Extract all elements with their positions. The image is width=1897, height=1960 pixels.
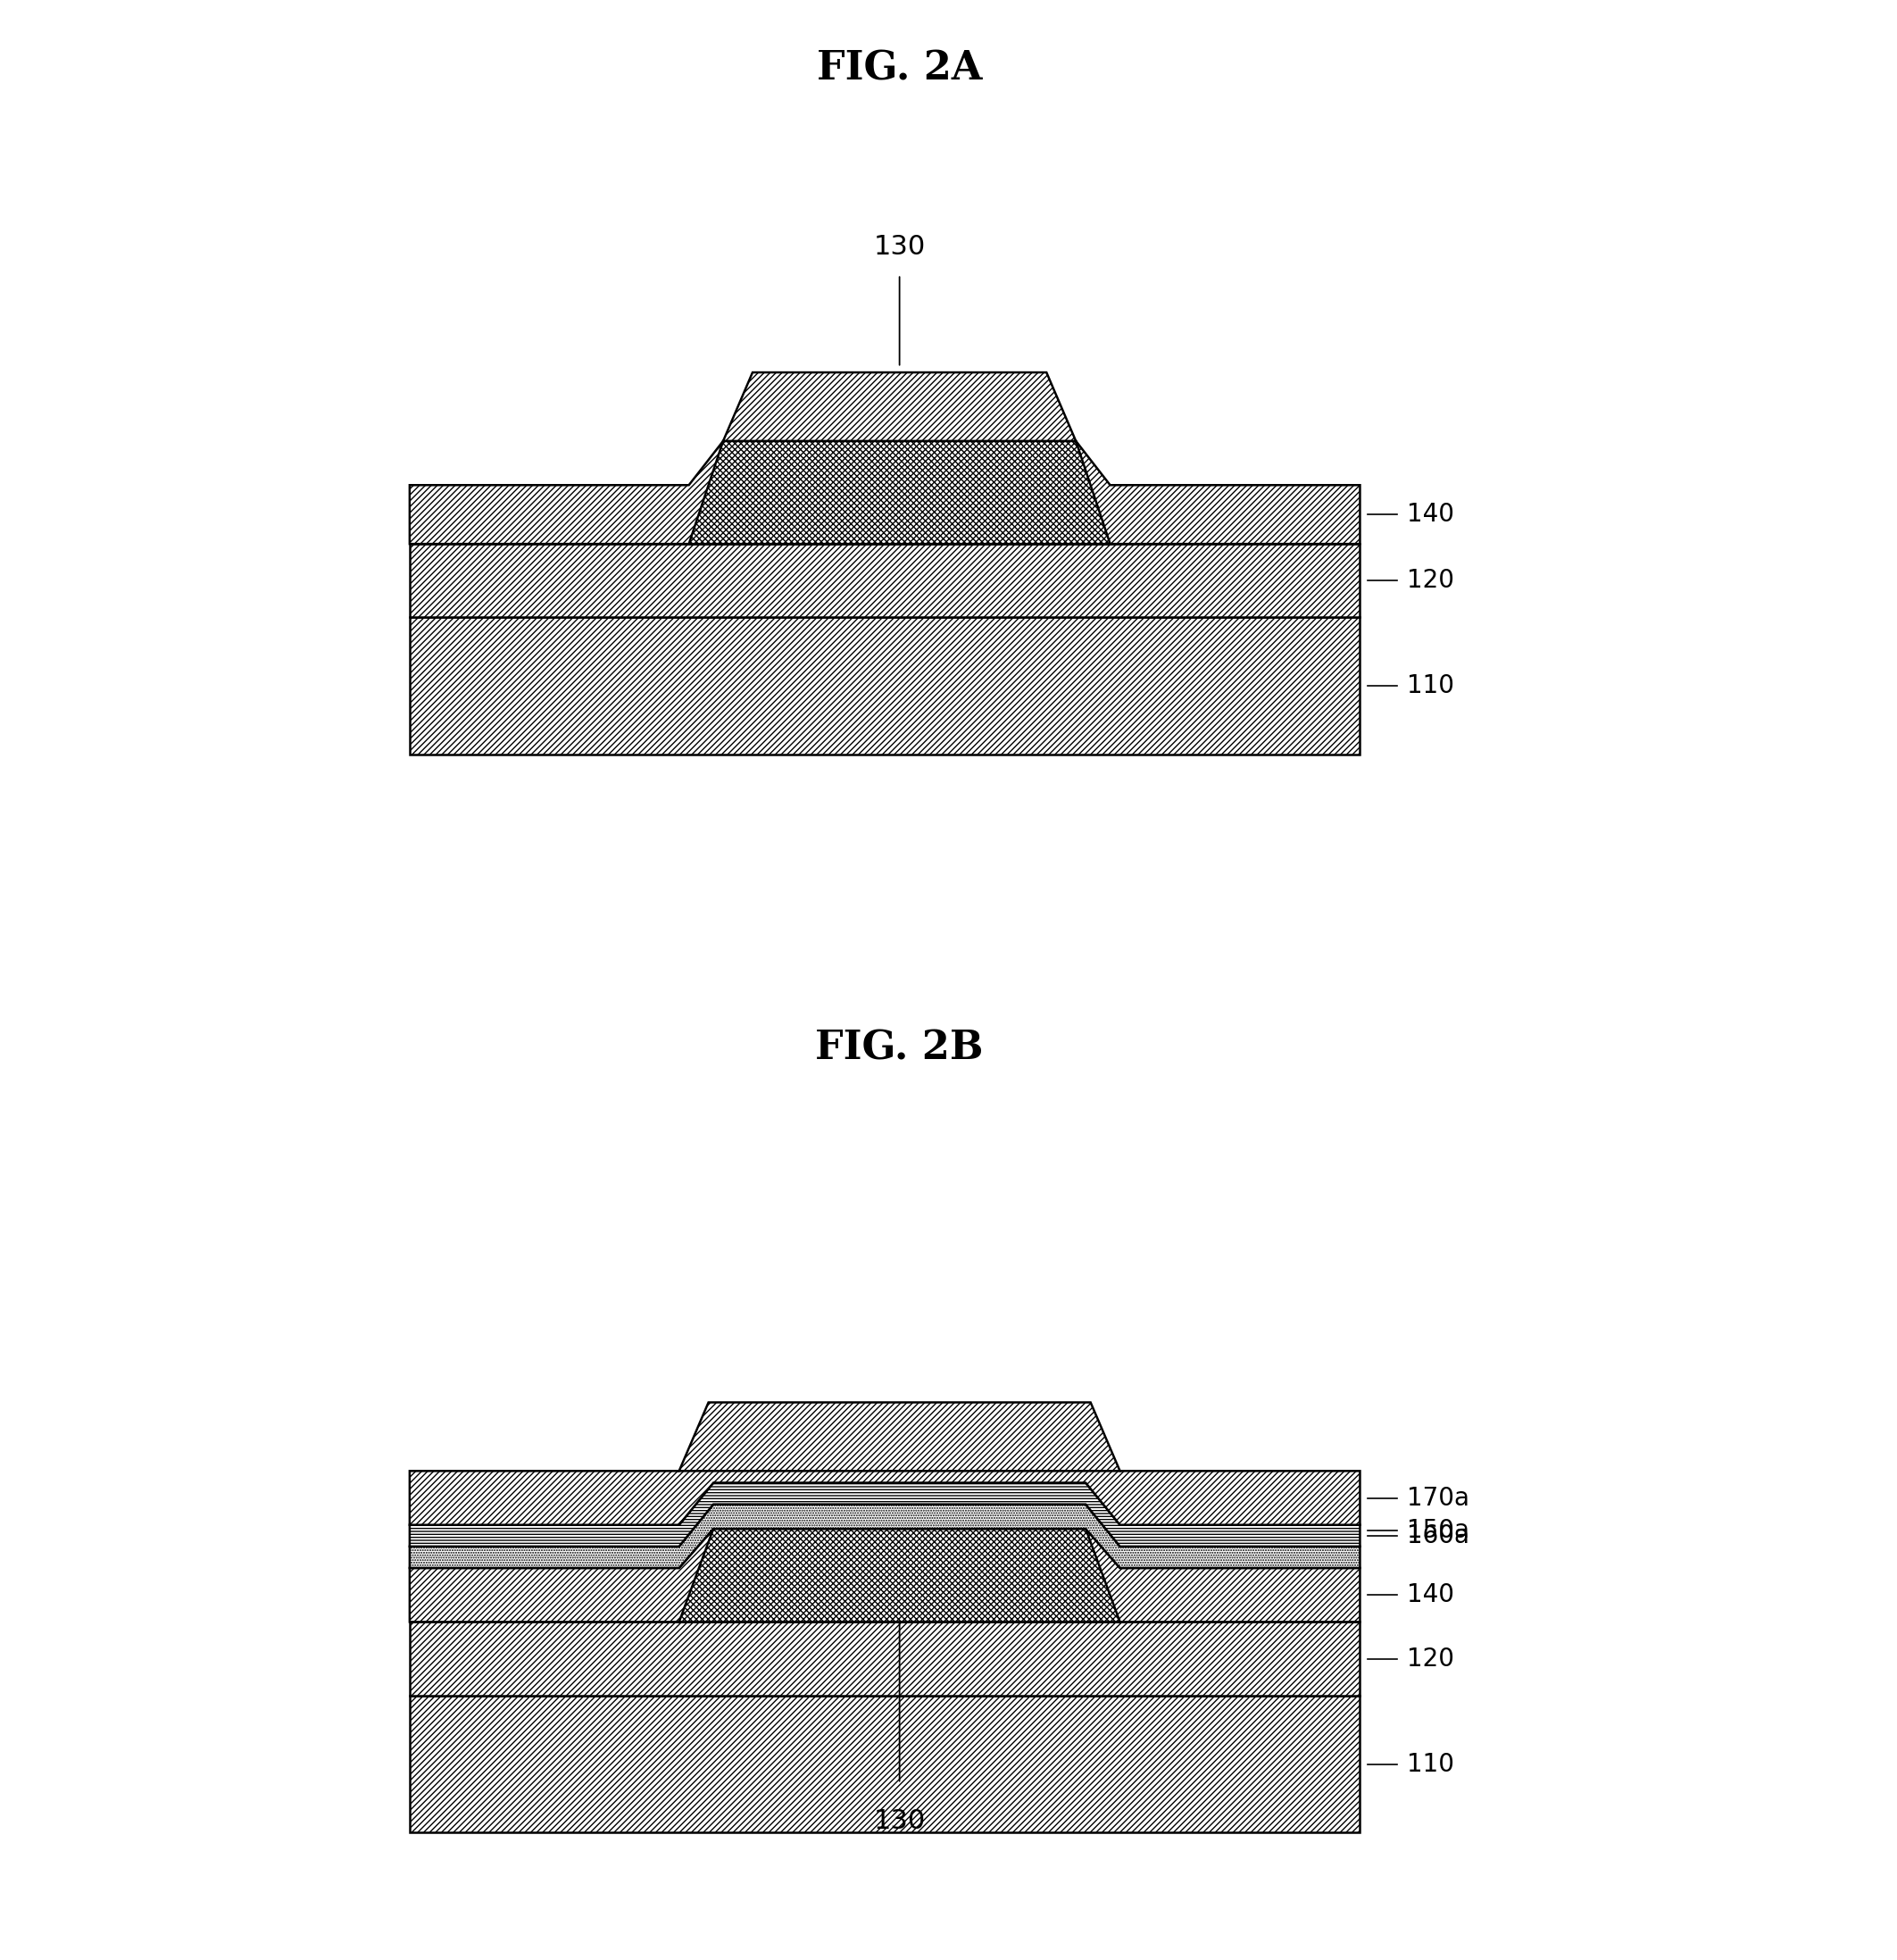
Polygon shape <box>410 441 1360 543</box>
Polygon shape <box>410 1695 1360 1833</box>
Text: 170a: 170a <box>1408 1486 1470 1511</box>
Polygon shape <box>410 1529 1360 1621</box>
Polygon shape <box>410 1429 1360 1525</box>
Text: 120: 120 <box>1408 568 1455 594</box>
Polygon shape <box>410 1621 1360 1695</box>
Polygon shape <box>410 543 1360 617</box>
Text: 160a: 160a <box>1408 1523 1470 1548</box>
Text: 150a: 150a <box>1408 1519 1470 1543</box>
Text: 110: 110 <box>1408 1752 1455 1776</box>
Text: FIG. 2A: FIG. 2A <box>818 49 983 88</box>
Polygon shape <box>723 372 1076 441</box>
Text: FIG. 2B: FIG. 2B <box>816 1029 985 1068</box>
Polygon shape <box>679 1403 1119 1470</box>
Polygon shape <box>410 1505 1360 1568</box>
Text: 130: 130 <box>873 233 926 259</box>
Polygon shape <box>410 1482 1360 1546</box>
Polygon shape <box>410 617 1360 755</box>
Text: 120: 120 <box>1408 1646 1455 1672</box>
Text: 110: 110 <box>1408 674 1455 698</box>
Text: 130: 130 <box>873 1807 926 1835</box>
Polygon shape <box>679 1529 1119 1621</box>
Polygon shape <box>689 441 1110 543</box>
Text: 140: 140 <box>1408 502 1455 527</box>
Text: 140: 140 <box>1408 1582 1455 1607</box>
